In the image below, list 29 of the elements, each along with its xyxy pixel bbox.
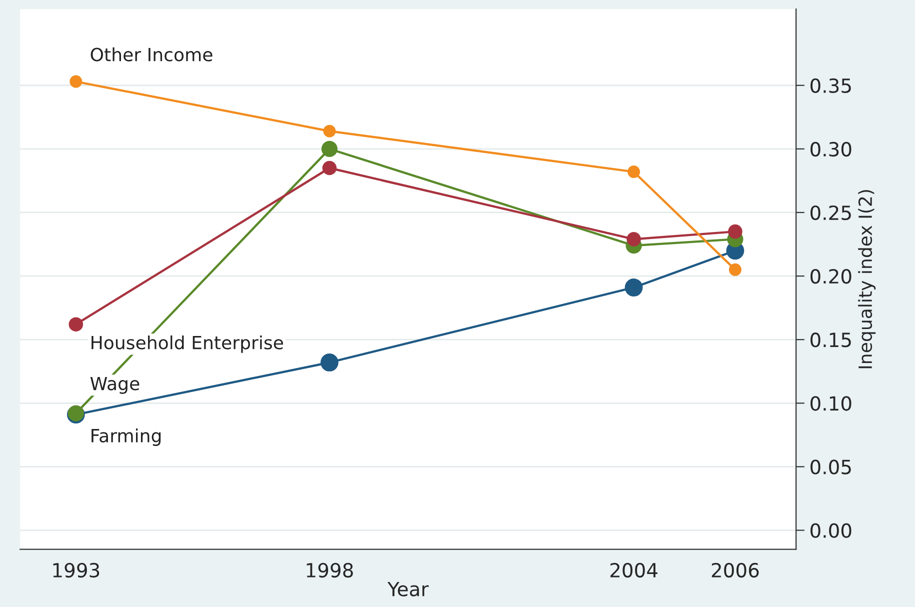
x-axis-title: Year — [387, 582, 429, 596]
y-tick-label: 0.15 — [810, 332, 851, 348]
point — [323, 124, 336, 138]
y-tick-label: 0.00 — [810, 523, 852, 538]
point — [626, 232, 641, 246]
x-tick-label: 1998 — [306, 562, 353, 578]
point — [321, 140, 338, 157]
point — [68, 317, 84, 332]
point — [320, 354, 338, 372]
point — [628, 166, 640, 178]
y-tick-label: 0.20 — [810, 269, 852, 284]
point — [70, 75, 82, 88]
point — [728, 263, 742, 276]
x-tick-label: 2004 — [610, 562, 658, 578]
x-tick-label: 2006 — [712, 562, 759, 578]
point — [624, 278, 643, 296]
y-tick-label: 0.05 — [810, 460, 851, 474]
series-label: Wage — [90, 376, 140, 394]
series-label: Household Enterprise — [92, 335, 284, 353]
y-tick-label: 0.10 — [810, 396, 852, 411]
y-axis-title: Inequality index I(2) — [858, 190, 876, 368]
point — [322, 160, 337, 176]
point — [728, 224, 742, 239]
series-label: Other Income — [90, 47, 212, 62]
y-tick-label: 0.25 — [810, 205, 851, 220]
y-tick-label: 0.35 — [810, 78, 851, 94]
x-tick-label: 1993 — [53, 562, 100, 578]
y-tick-label: 0.30 — [810, 142, 852, 157]
series-label: Farming — [92, 428, 161, 446]
